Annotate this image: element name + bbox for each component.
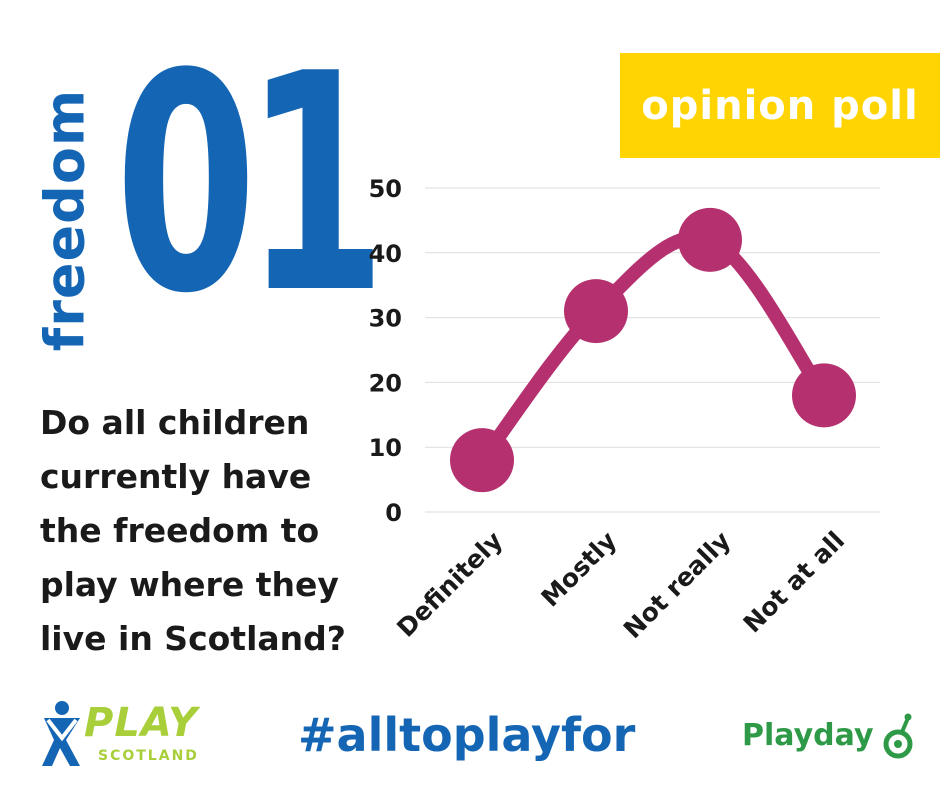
- poll-question: Do all children currently have the freed…: [40, 403, 346, 658]
- play-figure-icon: [42, 701, 80, 766]
- x-tick-label: Definitely: [391, 526, 508, 643]
- data-point-1: [564, 279, 628, 344]
- data-point-2: [678, 207, 742, 272]
- theme-word: freedom: [20, 88, 110, 352]
- y-tick-label: 40: [369, 240, 402, 268]
- play-scotland-logo: PLAY SCOTLAND: [40, 696, 210, 776]
- poll-number: 01: [115, 10, 387, 359]
- playday-logo: Playday: [742, 712, 913, 772]
- y-axis-ticks: 0 10 20 30 40 50: [369, 175, 402, 527]
- badge-label: opinion poll: [641, 82, 919, 129]
- x-tick-label: Not at all: [738, 526, 851, 639]
- data-point-0: [450, 428, 514, 493]
- y-tick-label: 50: [369, 175, 402, 203]
- y-tick-label: 20: [369, 369, 402, 397]
- snail-icon: [883, 713, 913, 759]
- scotland-logo-text: SCOTLAND: [98, 748, 199, 764]
- hashtag: #alltoplayfor: [298, 708, 636, 762]
- y-tick-label: 10: [369, 434, 402, 462]
- y-tick-label: 0: [385, 499, 402, 527]
- y-tick-label: 30: [369, 305, 402, 333]
- data-point-3: [792, 363, 856, 428]
- chart-series: [450, 207, 856, 493]
- play-logo-text: PLAY: [84, 700, 199, 746]
- opinion-poll-badge: opinion poll: [620, 53, 940, 158]
- series-line: [475, 230, 831, 468]
- x-tick-label: Mostly: [535, 526, 622, 613]
- theme-word-text: freedom: [33, 88, 97, 352]
- x-tick-label: Not really: [618, 526, 736, 644]
- playday-logo-text: Playday: [742, 718, 874, 753]
